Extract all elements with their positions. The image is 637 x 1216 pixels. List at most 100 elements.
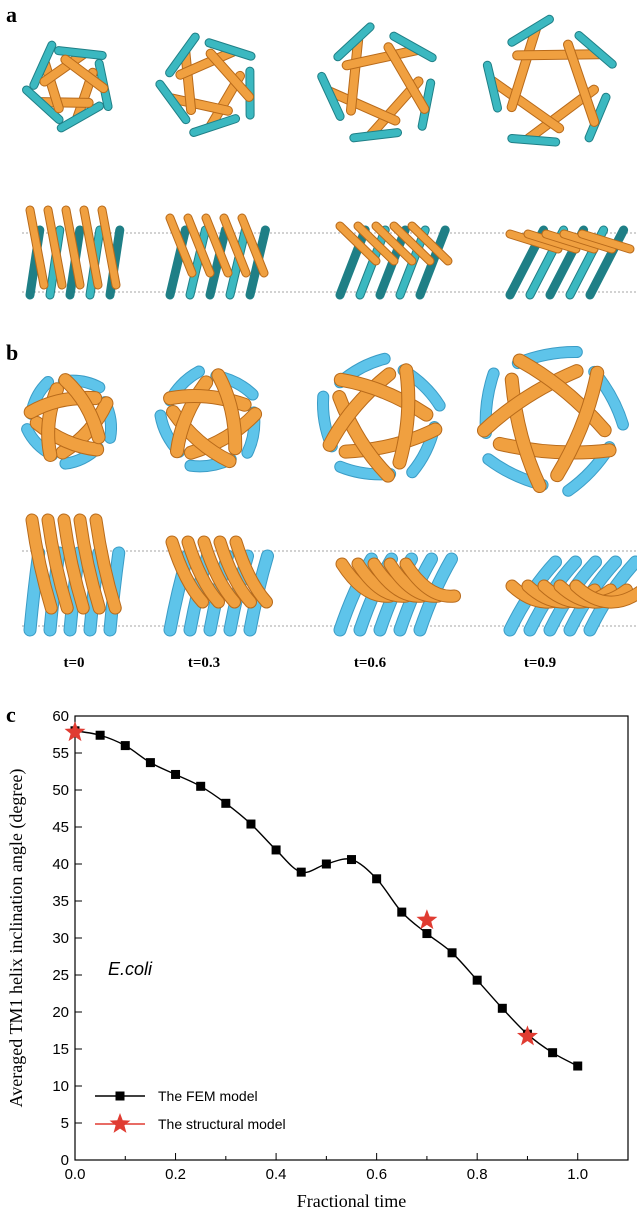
b-top-inner-rod [334, 373, 433, 421]
x-tick-label: 0.8 [467, 1166, 488, 1183]
fem-model-points [70, 726, 583, 1071]
fem-data-point [221, 798, 231, 808]
a-top-inner-rod [40, 50, 88, 86]
fem-data-point [422, 929, 432, 939]
a-side-upper-rod [336, 222, 380, 265]
b-side-upper-rod [58, 514, 89, 614]
a-top-inner-rod [167, 94, 232, 115]
y-axis-label: Averaged TM1 helix inclination angle (de… [6, 769, 27, 1108]
b-top-inner-rod [493, 437, 616, 459]
b-side-upper-rod [570, 580, 637, 608]
a-top-inner-rod [346, 35, 363, 115]
x-tick-label: 0.2 [165, 1166, 186, 1183]
a-top-outer-rod [205, 39, 255, 60]
a-top-outer-rod [55, 47, 106, 59]
a-side-upper-rod [354, 222, 398, 265]
fem-data-point [347, 855, 356, 865]
fem-model-line [74, 730, 579, 1067]
a-side-upper-rod [524, 230, 580, 253]
fem-data-point [246, 819, 256, 829]
b-top-inner-rod [333, 391, 395, 482]
a-top-outer-rod [508, 15, 553, 46]
a-top-outer-rod [483, 61, 502, 112]
fem-data-point [271, 845, 281, 855]
a-top-outer-rod [334, 23, 374, 61]
y-tick-label: 20 [52, 1004, 69, 1021]
x-tick-label: 0.0 [65, 1166, 86, 1183]
legend-fem-label: The FEM model [158, 1088, 258, 1104]
a-side-upper-rod [542, 230, 598, 253]
time-label-3: t=0.9 [523, 655, 557, 671]
structural-data-point [516, 1025, 538, 1046]
a-top-inner-rod [37, 98, 93, 107]
y-axis-ticks: 0 5 10 15 20 25 30 35 40 45 50 55 60 [52, 708, 82, 1169]
b-top-inner-rod [551, 366, 604, 482]
fem-data-point [95, 730, 105, 740]
y-tick-label: 55 [52, 745, 69, 762]
a-top-inner-rod [61, 55, 108, 93]
structural-data-point [64, 721, 86, 742]
x-tick-label: 0.4 [266, 1166, 287, 1183]
a-top-inner-rod [384, 43, 429, 113]
a-top-outer-rod [350, 129, 402, 142]
b-top-inner-rod [164, 390, 251, 411]
a-top-inner-rod [40, 58, 63, 113]
a-top-inner-rod [181, 48, 196, 114]
b-top-inner-rod [212, 369, 242, 455]
x-tick-label: 1.0 [567, 1166, 588, 1183]
a-side-upper-rod [578, 230, 634, 253]
fem-data-point [296, 867, 306, 877]
b-side-upper-rod [42, 514, 73, 614]
y-tick-label: 60 [52, 708, 69, 725]
y-tick-label: 25 [52, 967, 69, 984]
time-label-1: t=0.3 [187, 655, 221, 671]
a-top-inner-rod [488, 77, 564, 133]
a-side-upper-rod [506, 230, 562, 253]
legend-fem-marker [115, 1091, 125, 1101]
legend-structural-marker [109, 1113, 131, 1133]
a-top-outer-rod [57, 102, 103, 132]
molecular-illustrations [21, 14, 637, 637]
structural-data-point [416, 909, 438, 930]
time-label-2: t=0.6 [353, 655, 387, 671]
fem-data-point [397, 907, 407, 917]
panel-b-label: b [6, 340, 19, 365]
b-top-inner-rod [184, 408, 262, 459]
panel-a-top-views [22, 14, 617, 147]
fem-data-point [321, 859, 331, 869]
b-side-upper-rod [166, 536, 208, 608]
a-top-inner-rod [507, 25, 540, 112]
a-top-outer-rod [390, 32, 436, 62]
legend-structural-label: The structural model [158, 1116, 286, 1132]
x-axis-ticks: 0.0 0.2 0.4 0.6 0.8 1.0 [65, 1153, 629, 1183]
b-side-upper-rod [198, 536, 240, 608]
x-tick-label: 0.6 [366, 1166, 387, 1183]
fem-data-point [171, 769, 181, 779]
fem-data-point [573, 1061, 583, 1071]
y-tick-label: 15 [52, 1041, 69, 1058]
a-side-upper-rod [560, 230, 616, 253]
a-top-outer-rod [190, 115, 240, 136]
b-side-upper-rod [230, 536, 272, 608]
a-side-upper-rod [184, 214, 214, 277]
a-top-outer-rod [508, 134, 560, 146]
a-side-lower-rod [186, 226, 209, 299]
a-top-outer-rod [166, 33, 199, 77]
y-tick-label: 40 [52, 856, 69, 873]
b-top-inner-rod [339, 423, 442, 458]
b-side-upper-rod [90, 514, 121, 614]
fem-data-point [447, 948, 457, 958]
a-side-upper-rod [408, 222, 452, 265]
a-top-outer-rod [23, 86, 63, 124]
b-side-upper-rod [74, 514, 105, 614]
a-side-upper-rod [98, 206, 120, 289]
b-top-inner-rod [323, 368, 396, 451]
organism-annotation: E.coli [108, 959, 153, 979]
x-axis-label: Fractional time [297, 1191, 406, 1211]
a-side-upper-rod [166, 214, 196, 277]
a-top-outer-rod [30, 41, 56, 89]
y-tick-label: 50 [52, 782, 69, 799]
structural-model-points [64, 721, 538, 1046]
a-top-inner-rod [176, 47, 238, 79]
